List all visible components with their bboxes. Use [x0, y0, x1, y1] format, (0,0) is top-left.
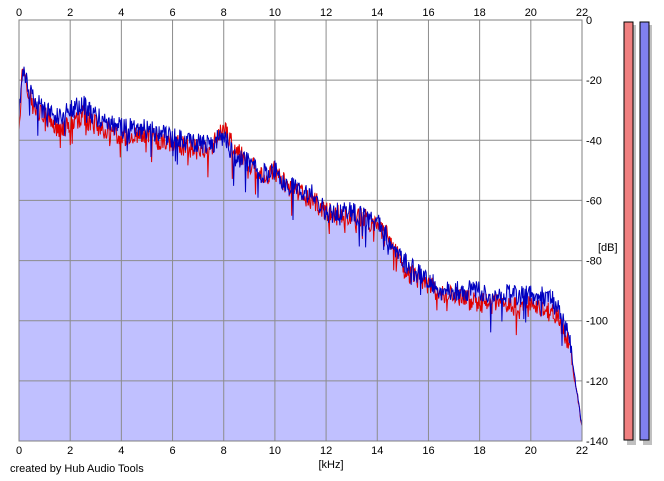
y-tick-7: -140: [586, 436, 608, 448]
series-lines: [19, 66, 582, 426]
x-tick-bottom-8: 16: [422, 445, 434, 457]
x-tick-top-4: 8: [221, 7, 227, 19]
y-axis-label: [dB]: [598, 242, 618, 254]
x-tick-bottom-1: 2: [67, 445, 73, 457]
series-line-1: [19, 66, 582, 426]
x-tick-bottom-0: 0: [16, 445, 22, 457]
x-tick-top-5: 10: [269, 7, 281, 19]
y-tick-6: -120: [586, 376, 608, 388]
channel-meter-1: [639, 21, 650, 441]
x-tick-top-10: 20: [525, 7, 537, 19]
series-line-0: [19, 68, 582, 426]
y-tick-5: -100: [586, 316, 608, 328]
x-tick-bottom-2: 4: [118, 445, 124, 457]
x-axis-label: [kHz]: [318, 459, 343, 471]
y-tick-1: -20: [586, 75, 602, 87]
channel-meter-0: [623, 21, 634, 441]
x-tick-bottom-3: 6: [169, 445, 175, 457]
x-tick-top-8: 16: [422, 7, 434, 19]
x-tick-bottom-9: 18: [474, 445, 486, 457]
y-tick-0: 0: [586, 15, 592, 27]
tick-labels: 002244668810101212141416161818202022220-…: [16, 7, 608, 457]
x-tick-top-11: 22: [576, 7, 588, 19]
x-tick-top-9: 18: [474, 7, 486, 19]
x-tick-bottom-7: 14: [371, 445, 383, 457]
credit-text: created by Hub Audio Tools: [10, 463, 144, 475]
x-tick-bottom-5: 10: [269, 445, 281, 457]
x-tick-top-2: 4: [118, 7, 124, 19]
x-tick-top-0: 0: [16, 7, 22, 19]
channel-level-meters: [623, 21, 652, 445]
x-tick-top-7: 14: [371, 7, 383, 19]
x-tick-bottom-10: 20: [525, 445, 537, 457]
x-tick-bottom-4: 8: [221, 445, 227, 457]
x-tick-top-1: 2: [67, 7, 73, 19]
plot-frame: [18, 19, 583, 442]
x-tick-top-3: 6: [169, 7, 175, 19]
y-tick-2: -40: [586, 135, 602, 147]
x-tick-bottom-11: 22: [576, 445, 588, 457]
x-tick-bottom-6: 12: [320, 445, 332, 457]
spectrum-area-fill: [19, 66, 582, 441]
y-tick-3: -60: [586, 195, 602, 207]
x-tick-top-6: 12: [320, 7, 332, 19]
y-tick-4: -80: [586, 256, 602, 268]
